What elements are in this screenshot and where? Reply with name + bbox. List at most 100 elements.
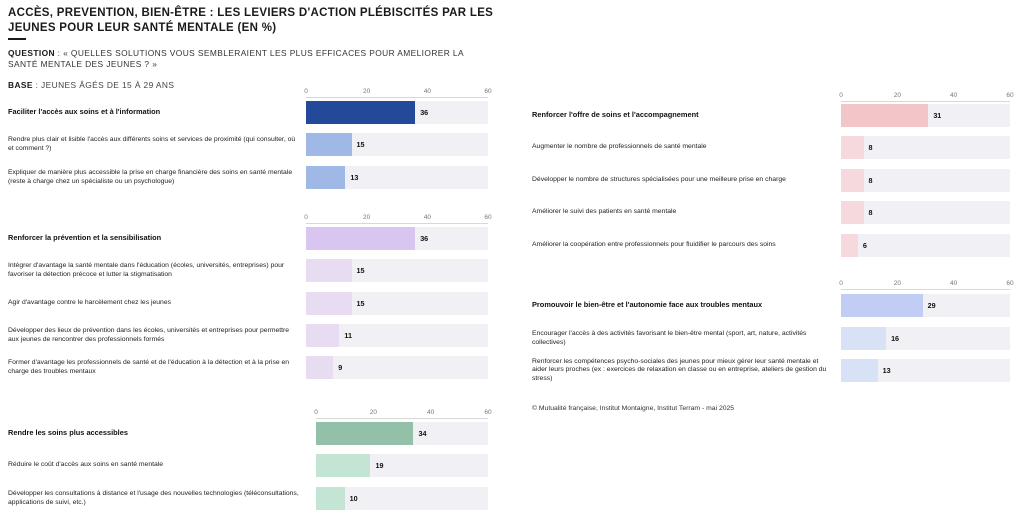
bar	[841, 201, 864, 224]
question-label: QUESTION	[8, 48, 55, 58]
axis-line	[306, 97, 488, 98]
bar	[841, 294, 923, 317]
bar	[316, 422, 414, 445]
bar-value-label: 6	[862, 241, 867, 250]
bar	[841, 104, 929, 127]
category-label: Former d'avantage les professionnels de …	[8, 359, 290, 375]
bar-track	[841, 201, 1010, 224]
bar	[841, 136, 864, 159]
category-label: Réduire le coût d'accès aux soins en san…	[8, 461, 164, 469]
axis-tick-label: 20	[893, 280, 901, 287]
axis-tick-label: 20	[363, 214, 371, 221]
bar	[841, 169, 864, 192]
axis-line	[306, 223, 488, 224]
bar	[841, 359, 878, 382]
bar-value-label: 31	[933, 111, 942, 120]
bar-value-label: 34	[418, 429, 427, 438]
bar	[306, 133, 352, 156]
bar-track	[841, 359, 1010, 382]
bar	[316, 487, 345, 510]
category-label: Développer des lieux de prévention dans …	[8, 327, 290, 343]
base-label: BASE	[8, 80, 33, 90]
bar-value-label: 29	[927, 301, 936, 310]
bar-value-label: 8	[868, 176, 873, 185]
bar-value-label: 19	[375, 461, 384, 470]
bar	[306, 101, 416, 124]
bar-value-label: 15	[356, 299, 365, 308]
category-label: Développer le nombre de structures spéci…	[532, 176, 786, 184]
question-text: QUESTION : « QUELLES SOLUTIONS VOUS SEMB…	[8, 48, 488, 70]
bar-value-label: 36	[420, 108, 429, 117]
category-label: Augmenter le nombre de professionnels de…	[532, 143, 707, 151]
axis-tick-label: 60	[1006, 92, 1014, 99]
bar-track	[306, 356, 488, 379]
category-label: Développer les consultations à distance …	[8, 490, 299, 506]
axis-tick-label: 40	[427, 409, 435, 416]
category-label: Encourager l'accès à des activités favor…	[532, 330, 807, 346]
category-label: Améliorer la coopération entre professio…	[532, 241, 776, 249]
category-header-label: Renforcer l'offre de soins et l'accompag…	[532, 110, 699, 120]
bar-value-label: 11	[344, 331, 352, 340]
axis-tick-label: 40	[950, 280, 958, 287]
axis-tick-label: 0	[314, 409, 318, 416]
bar-value-label: 10	[349, 494, 358, 503]
bar-track	[306, 166, 488, 189]
bar-track	[306, 324, 488, 347]
axis-tick-label: 40	[423, 88, 431, 95]
bar-value-label: 8	[868, 143, 873, 152]
question-body: : « QUELLES SOLUTIONS VOUS SEMBLERAIENT …	[8, 48, 464, 69]
bar	[306, 166, 346, 189]
category-label: Rendre plus clair et lisible l'accès aux…	[8, 136, 296, 152]
bar-value-label: 13	[882, 366, 891, 375]
category-label: Renforcer les compétences psycho-sociale…	[532, 357, 827, 382]
category-header-label: Promouvoir le bien-être et l'autonomie f…	[532, 300, 763, 310]
bar-track	[306, 292, 488, 315]
bar-value-label: 9	[338, 363, 343, 372]
axis-tick-label: 0	[839, 92, 843, 99]
axis-line	[841, 289, 1010, 290]
bar-track	[841, 169, 1010, 192]
axis-tick-label: 20	[363, 88, 371, 95]
bar-track	[316, 487, 488, 510]
axis-tick-label: 60	[484, 409, 492, 416]
title-underline	[8, 38, 26, 40]
chart-title: ACCÈS, PREVENTION, BIEN-ÊTRE : LES LEVIE…	[8, 7, 494, 34]
axis-tick-label: 20	[893, 92, 901, 99]
axis-line	[316, 418, 488, 419]
category-label: Expliquer de manière plus accessible la …	[8, 169, 293, 185]
source-footer: © Mutualité française, Institut Montaign…	[532, 405, 735, 412]
category-header-label: Renforcer la prévention et la sensibilis…	[8, 233, 162, 243]
axis-tick-label: 0	[304, 214, 308, 221]
bar-track	[841, 136, 1010, 159]
bar	[841, 234, 858, 257]
bar	[306, 259, 352, 282]
bar-value-label: 8	[868, 208, 873, 217]
bar	[306, 324, 340, 347]
axis-tick-label: 20	[369, 409, 377, 416]
category-label: Améliorer le suivi des patients en santé…	[532, 208, 677, 216]
bar	[306, 227, 416, 250]
bar-track	[841, 234, 1010, 257]
axis-tick-label: 40	[950, 92, 958, 99]
bar-value-label: 36	[420, 234, 429, 243]
category-header-label: Rendre les soins plus accessibles	[8, 428, 128, 438]
base-body: : JEUNES ÂGÉS DE 15 À 29 ANS	[32, 80, 175, 90]
bar-value-label: 15	[356, 140, 365, 149]
category-label: Intégrer d'avantage la santé mentale dan…	[8, 262, 285, 278]
axis-tick-label: 40	[423, 214, 431, 221]
axis-tick-label: 0	[304, 88, 308, 95]
bar-track	[306, 259, 488, 282]
base-text: BASE : JEUNES ÂGÉS DE 15 À 29 ANS	[8, 80, 174, 90]
axis-tick-label: 0	[839, 280, 843, 287]
axis-tick-label: 60	[484, 88, 492, 95]
category-label: Agir d'avantage contre le harcèlement ch…	[8, 299, 172, 307]
bar	[316, 454, 371, 477]
bar	[306, 292, 352, 315]
category-header-label: Faciliter l'accès aux soins et à l'infor…	[8, 107, 161, 117]
bar-value-label: 15	[356, 266, 365, 275]
bar	[306, 356, 334, 379]
bar-value-label: 16	[891, 334, 900, 343]
axis-line	[841, 101, 1010, 102]
axis-tick-label: 60	[1006, 280, 1014, 287]
bar-value-label: 13	[350, 173, 359, 182]
